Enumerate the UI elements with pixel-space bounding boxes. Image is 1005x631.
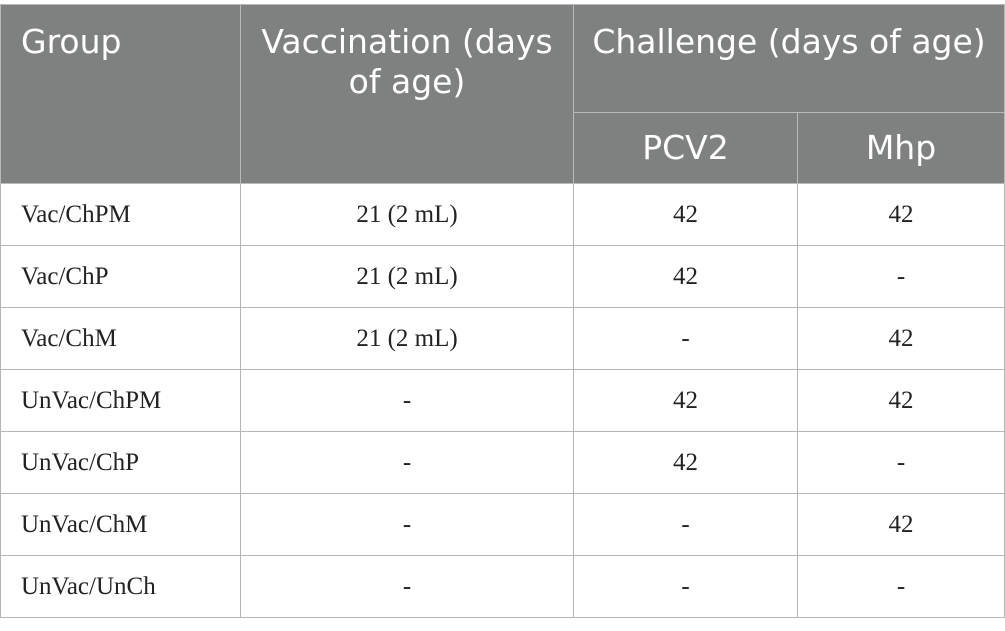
cell-vaccination: - [240,431,574,494]
cell-group: UnVac/ChM [0,493,241,556]
table-row: UnVac/ChPM - 42 42 [0,369,1005,432]
cell-vaccination: 21 (2 mL) [240,183,574,246]
cell-pcv2: 42 [573,245,798,308]
cell-pcv2: 42 [573,369,798,432]
table-row: Vac/ChM 21 (2 mL) - 42 [0,307,1005,370]
cell-mhp: 42 [797,183,1005,246]
cell-vaccination: 21 (2 mL) [240,307,574,370]
cell-vaccination: - [240,369,574,432]
cell-group: UnVac/UnCh [0,555,241,618]
table-row: UnVac/ChM - - 42 [0,493,1005,556]
cell-pcv2: 42 [573,431,798,494]
header-pcv2: PCV2 [573,112,798,184]
cell-pcv2: 42 [573,183,798,246]
table-row: Vac/ChP 21 (2 mL) 42 - [0,245,1005,308]
cell-group: UnVac/ChP [0,431,241,494]
cell-pcv2: - [573,307,798,370]
cell-mhp: - [797,555,1005,618]
table-row: Vac/ChPM 21 (2 mL) 42 42 [0,183,1005,246]
header-group: Group [0,4,241,184]
table-header: Group Vaccination (days of age) Challeng… [0,4,1005,184]
cell-group: Vac/ChP [0,245,241,308]
cell-mhp: 42 [797,307,1005,370]
cell-mhp: - [797,245,1005,308]
cell-group: Vac/ChPM [0,183,241,246]
cell-vaccination: 21 (2 mL) [240,245,574,308]
cell-group: UnVac/ChPM [0,369,241,432]
study-design-table: Group Vaccination (days of age) Challeng… [0,4,1005,618]
cell-pcv2: - [573,555,798,618]
cell-pcv2: - [573,493,798,556]
cell-group: Vac/ChM [0,307,241,370]
cell-mhp: - [797,431,1005,494]
header-challenge: Challenge (days of age) [573,4,1005,113]
table-row: UnVac/UnCh - - - [0,555,1005,618]
cell-vaccination: - [240,493,574,556]
table-row: UnVac/ChP - 42 - [0,431,1005,494]
cell-mhp: 42 [797,493,1005,556]
header-mhp: Mhp [797,112,1005,184]
table-body: Vac/ChPM 21 (2 mL) 42 42 Vac/ChP 21 (2 m… [0,183,1005,618]
cell-vaccination: - [240,555,574,618]
cell-mhp: 42 [797,369,1005,432]
header-vaccination: Vaccination (days of age) [240,4,574,184]
